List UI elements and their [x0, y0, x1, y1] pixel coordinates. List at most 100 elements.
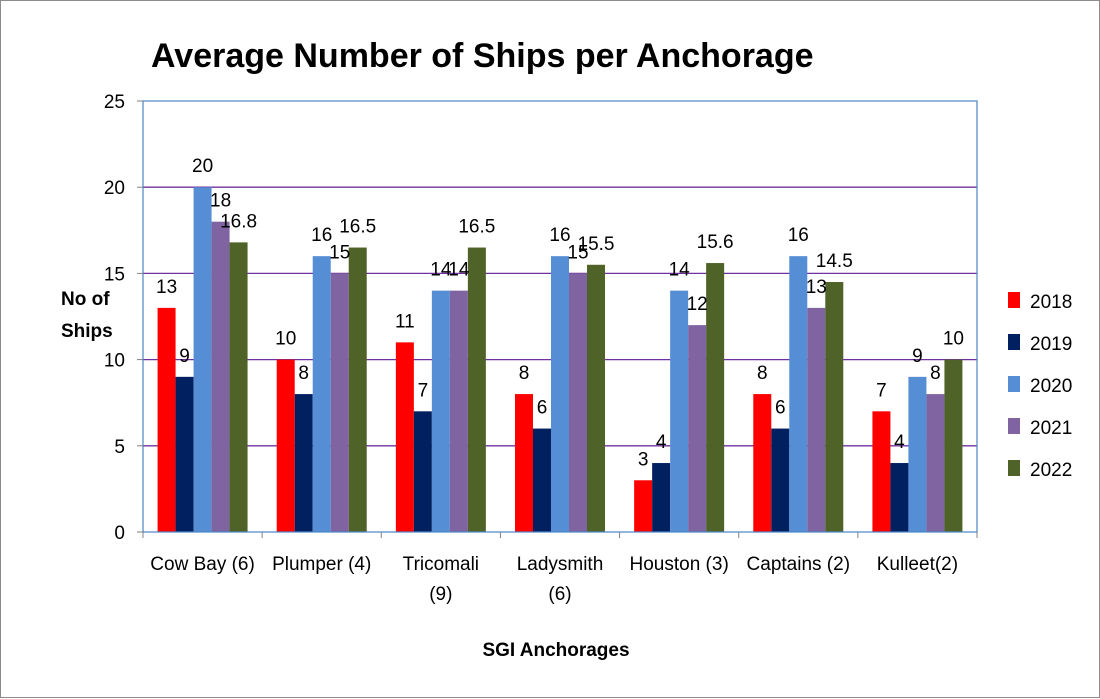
- data-label-2018-1: 10: [275, 329, 296, 350]
- bar-2020-6: [908, 376, 927, 532]
- bar-2019-3: [533, 428, 551, 532]
- bar-2019-4: [652, 463, 671, 532]
- x-category-label: Tricomali: [403, 554, 479, 575]
- y-tick-label: 20: [104, 178, 125, 199]
- legend-swatch-2022: [1008, 460, 1020, 476]
- data-label-2018-6: 7: [876, 380, 887, 401]
- bar-2022-1: [348, 247, 367, 533]
- y-tick-label: 10: [104, 351, 125, 372]
- data-label-2019-3: 6: [537, 398, 548, 419]
- legend-swatch-2020: [1008, 376, 1020, 392]
- bar-2019-6: [890, 463, 909, 532]
- bar-2022-5: [825, 282, 844, 532]
- bar-2022-6: [944, 359, 963, 532]
- y-tick-label: 5: [114, 437, 125, 458]
- data-label-2020-3: 16: [549, 225, 570, 246]
- data-label-2021-0: 18: [210, 191, 231, 212]
- data-label-2021-6: 8: [930, 363, 941, 384]
- legend-swatch-2019: [1008, 334, 1020, 350]
- x-category-label: Kulleet(2): [877, 554, 958, 575]
- x-category-label: (6): [548, 584, 571, 605]
- bar-2019-0: [175, 376, 194, 532]
- data-label-2020-2: 14: [430, 260, 452, 281]
- bar-2021-6: [926, 394, 945, 532]
- legend-label-2021: 2021: [1030, 418, 1072, 439]
- data-label-2021-1: 15: [329, 242, 350, 263]
- y-tick-label: 25: [104, 92, 125, 113]
- bar-2021-3: [569, 273, 587, 532]
- legend-swatch-2018: [1008, 292, 1020, 308]
- bar-2019-5: [771, 428, 790, 532]
- x-category-label: Plumper (4): [272, 554, 371, 575]
- y-axis-ticks: 0 5 10 15 20 25: [104, 92, 143, 544]
- legend-label-2019: 2019: [1030, 334, 1072, 355]
- data-label-2022-2: 16.5: [458, 217, 495, 238]
- data-label-2021-2: 14: [448, 260, 470, 281]
- legend-swatch-2021: [1008, 418, 1020, 434]
- data-label-2022-1: 16.5: [339, 217, 376, 238]
- bar-2022-2: [467, 247, 486, 533]
- x-category-label: Houston (3): [630, 554, 729, 575]
- bar-2022-4: [706, 263, 725, 532]
- legend-label-2018: 2018: [1030, 292, 1072, 313]
- data-label-2020-1: 16: [311, 225, 332, 246]
- data-label-2018-3: 8: [519, 363, 530, 384]
- data-label-2020-4: 14: [669, 260, 691, 281]
- bar-2018-0: [157, 307, 176, 532]
- bars: [157, 187, 963, 533]
- y-axis-title-line2: Ships: [61, 321, 113, 342]
- data-label-2019-4: 4: [656, 432, 667, 453]
- x-category-label: Captains (2): [747, 554, 851, 575]
- data-label-2022-0: 16.8: [220, 211, 257, 232]
- bar-2021-2: [449, 290, 468, 532]
- data-label-2019-5: 6: [775, 398, 786, 419]
- data-label-2018-2: 11: [395, 311, 415, 332]
- bar-2018-1: [276, 359, 295, 532]
- bar-2018-4: [634, 480, 653, 532]
- bar-2021-1: [330, 273, 349, 532]
- chart-title: Average Number of Ships per Anchorage: [151, 37, 814, 75]
- data-label-2022-3: 15.5: [578, 234, 615, 255]
- bar-2020-4: [670, 290, 689, 532]
- bar-2021-5: [807, 307, 826, 532]
- y-tick-label: 0: [114, 523, 125, 544]
- data-label-2019-0: 9: [179, 346, 190, 367]
- data-label-2022-4: 15.6: [697, 232, 734, 253]
- data-label-2020-5: 16: [788, 225, 809, 246]
- legend-label-2020: 2020: [1030, 376, 1072, 397]
- x-category-label: Cow Bay (6): [150, 554, 255, 575]
- bar-2020-5: [789, 256, 808, 532]
- data-label-2020-0: 20: [192, 156, 213, 177]
- bar-2022-3: [587, 264, 605, 532]
- bar-2018-2: [395, 342, 414, 532]
- data-label-2018-5: 8: [757, 363, 768, 384]
- x-axis-title: SGI Anchorages: [482, 640, 629, 661]
- bar-2022-0: [229, 242, 248, 533]
- data-labels: 1310118387987646420161416141691815141512…: [156, 156, 964, 470]
- bar-2018-3: [515, 394, 533, 532]
- data-label-2021-3: 15: [567, 242, 588, 263]
- x-category-label: (9): [429, 584, 452, 605]
- bar-2020-3: [551, 256, 569, 532]
- x-category-label: Ladysmith: [517, 554, 604, 575]
- data-label-2019-1: 8: [298, 363, 309, 384]
- plot-area-border: [142, 100, 978, 533]
- data-label-2021-4: 12: [687, 294, 708, 315]
- bar-2018-5: [753, 394, 772, 532]
- bar-2021-4: [688, 325, 707, 532]
- legend: 2018 2019 2020 2021 2022: [1008, 292, 1072, 481]
- x-axis-categories: Cow Bay (6) Plumper (4) Tricomali (9) Ladysm…: [142, 532, 978, 605]
- y-tick-label: 15: [104, 264, 125, 285]
- bar-2019-2: [413, 411, 432, 532]
- bar-2021-0: [211, 221, 230, 532]
- bar-2020-2: [431, 290, 450, 532]
- y-axis-title-line1: No of: [61, 289, 110, 310]
- legend-label-2022: 2022: [1030, 460, 1072, 481]
- data-label-2019-2: 7: [418, 380, 429, 401]
- bar-2018-6: [872, 411, 891, 532]
- data-label-2018-4: 3: [638, 449, 649, 470]
- data-label-2022-5: 14.5: [816, 251, 853, 272]
- data-label-2021-5: 13: [806, 277, 827, 298]
